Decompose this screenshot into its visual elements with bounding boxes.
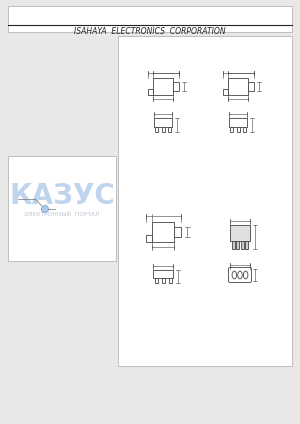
Bar [228, 78, 248, 95]
FancyBboxPatch shape [229, 268, 251, 282]
Bar [243, 127, 246, 132]
Bar [174, 227, 181, 237]
Bar [236, 241, 239, 249]
Bar [230, 225, 250, 241]
Ellipse shape [232, 271, 237, 279]
Bar [232, 241, 235, 249]
Bar [173, 81, 179, 90]
Ellipse shape [238, 271, 242, 279]
Bar [168, 127, 171, 132]
Bar [229, 118, 247, 127]
Bar [148, 89, 153, 95]
Bar [118, 36, 292, 366]
Text: КАЗУС: КАЗУС [9, 182, 115, 210]
Bar [236, 127, 239, 132]
Circle shape [41, 206, 49, 212]
Bar [153, 270, 173, 278]
Bar [169, 278, 172, 283]
Ellipse shape [243, 271, 248, 279]
Bar [153, 78, 173, 95]
Bar [154, 278, 158, 283]
Bar [154, 118, 172, 127]
Bar [152, 222, 174, 242]
Bar [223, 89, 228, 95]
Bar [161, 127, 164, 132]
Bar [161, 278, 164, 283]
Bar [248, 81, 254, 90]
Bar [146, 235, 152, 242]
Bar [241, 241, 244, 249]
Text: ISAHAYA  ELECTRONICS  CORPORATION: ISAHAYA ELECTRONICS CORPORATION [74, 26, 226, 36]
Text: ЭЛЕКТРОННЫЙ  ПОРТАЛ: ЭЛЕКТРОННЫЙ ПОРТАЛ [24, 212, 100, 217]
Bar [8, 156, 116, 261]
Bar [245, 241, 248, 249]
Bar [8, 6, 292, 32]
Bar [155, 127, 158, 132]
Bar [230, 127, 233, 132]
